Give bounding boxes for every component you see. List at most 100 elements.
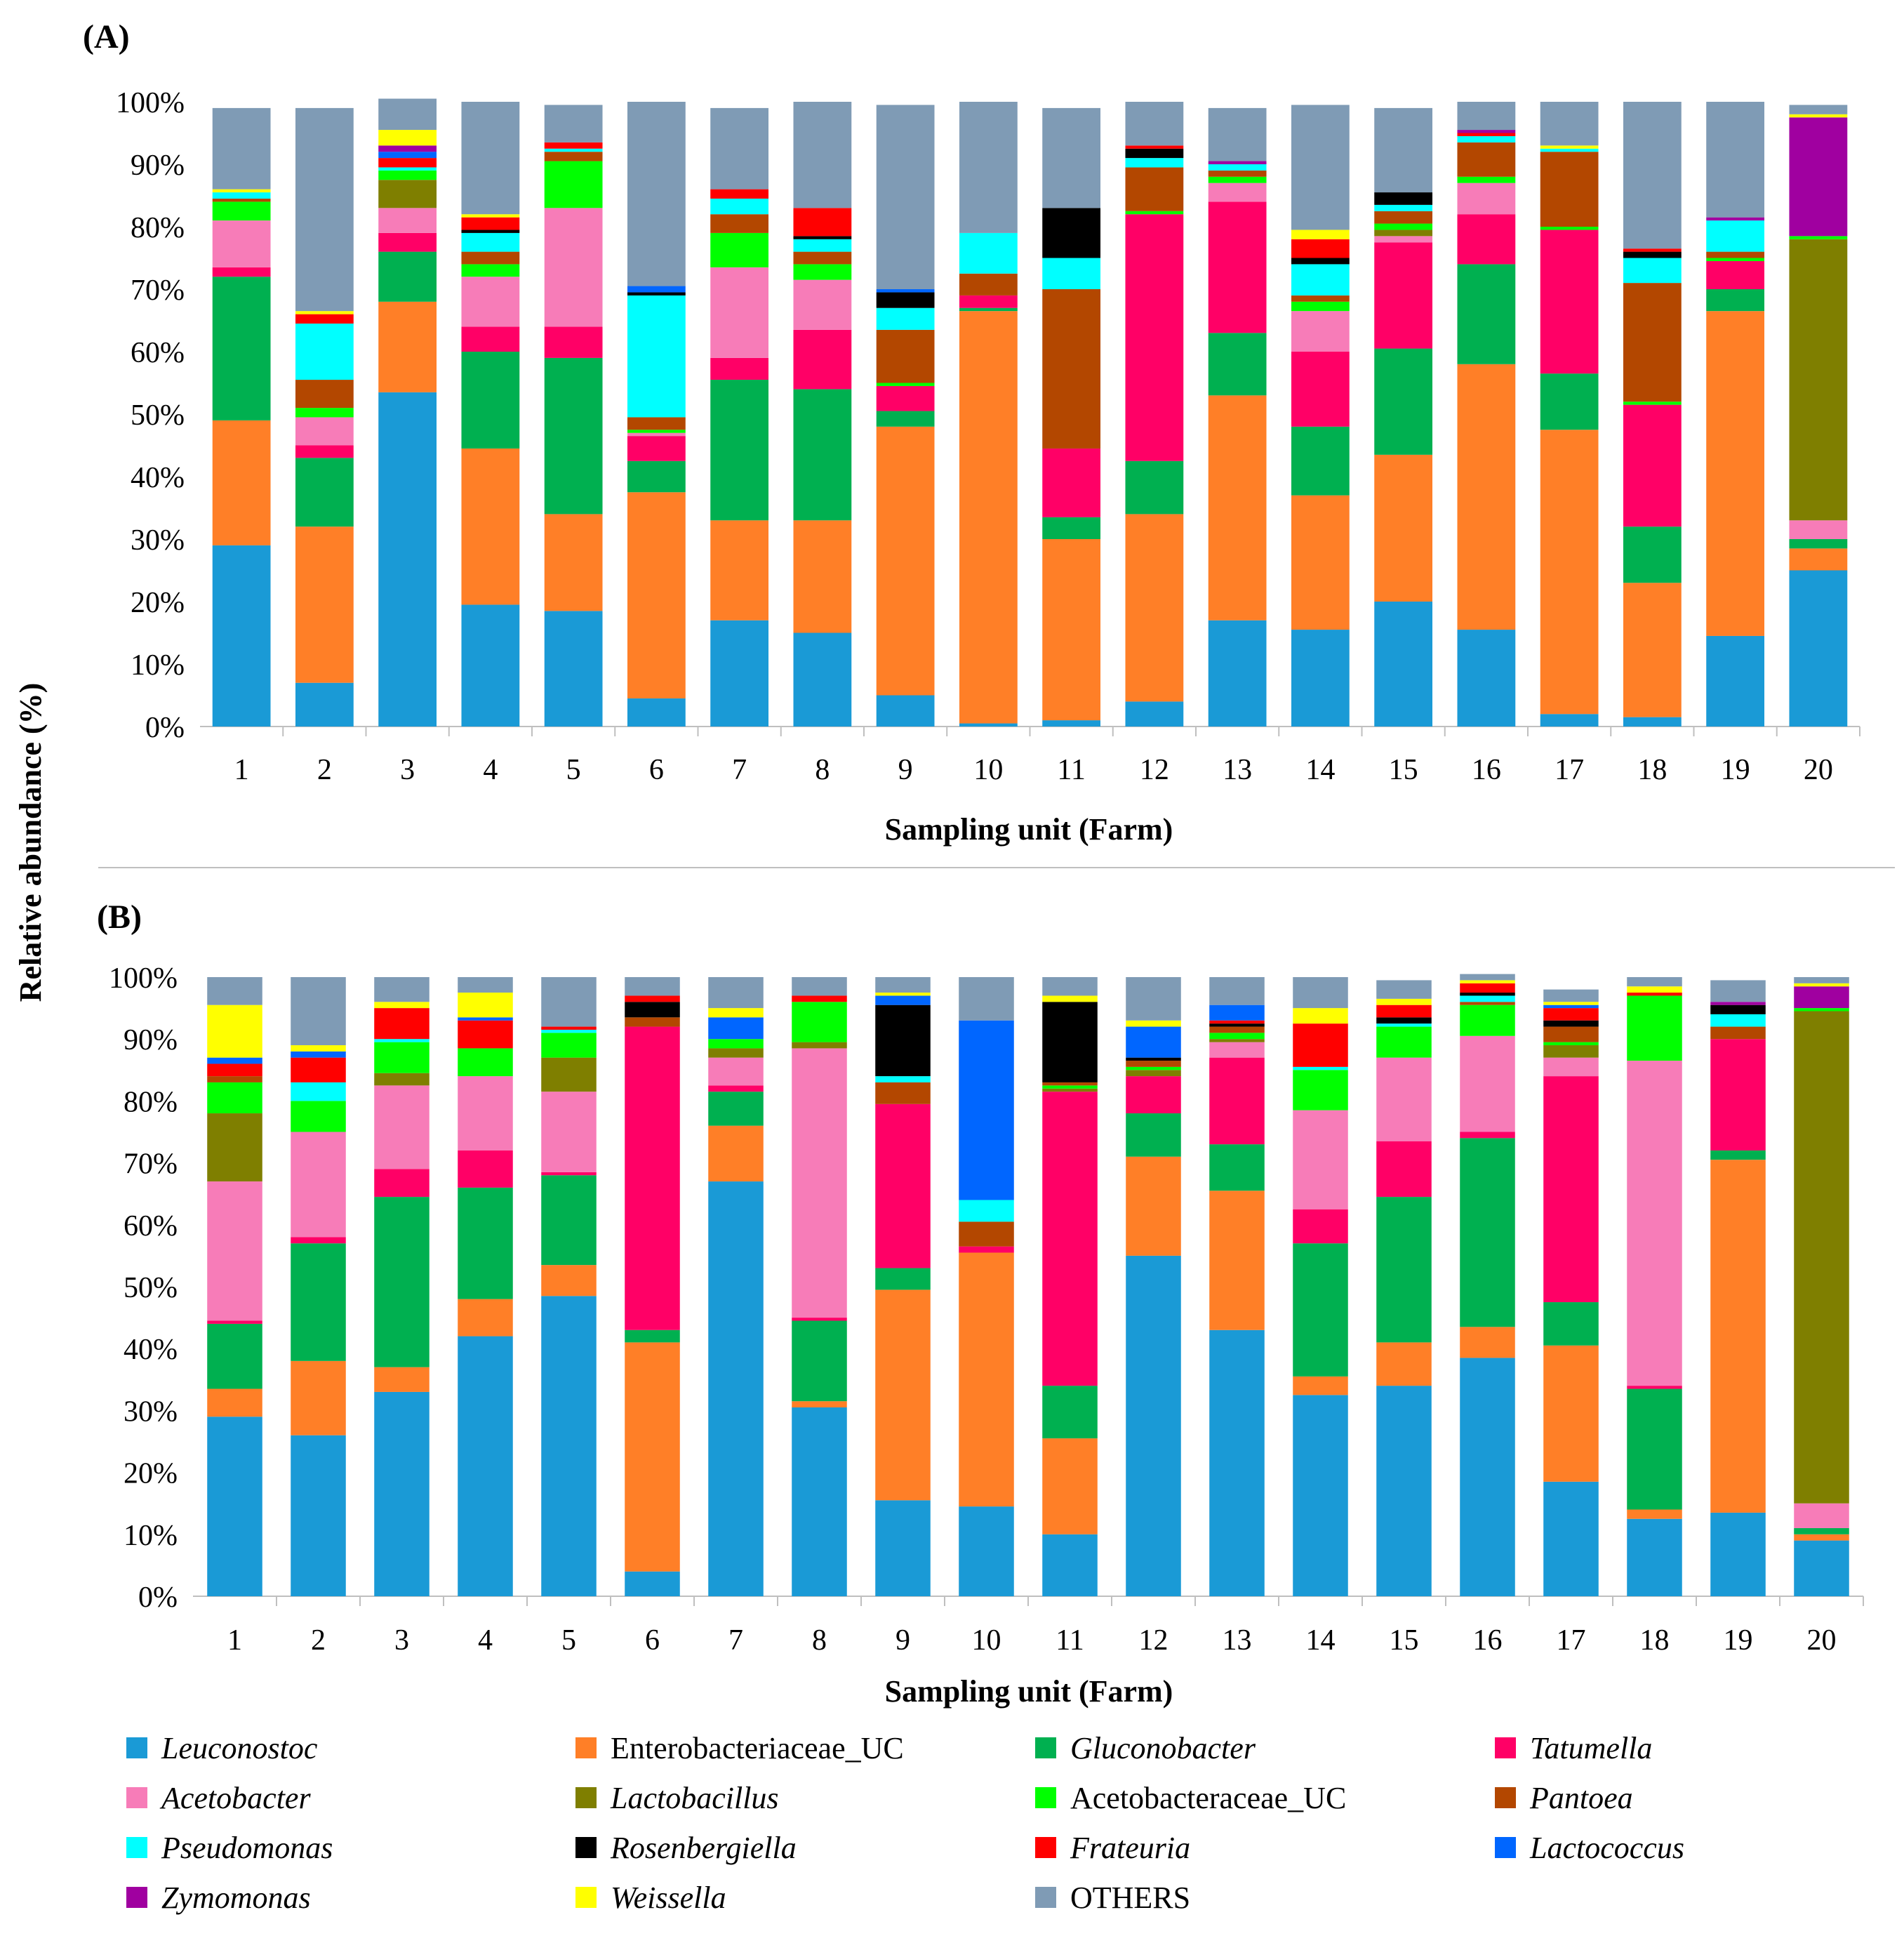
panel-a-segment-enterobacteriaceae-uc-farm-9: [876, 426, 935, 696]
panel-b-segment-leuconostoc-farm-13: [1209, 1329, 1265, 1596]
panel-a-bar-farm-18: [1623, 102, 1682, 727]
panel-b-bar-farm-20: [1794, 977, 1849, 1596]
panel-a-segment-gluconobacter-farm-14: [1291, 426, 1350, 496]
panel-b-segment-enterobacteriaceae-uc-farm-20: [1794, 1534, 1849, 1541]
panel-b-x-tick-label: 2: [311, 1624, 326, 1657]
panel-a-segment-pantoea-farm-18: [1623, 283, 1682, 402]
panel-a-segment-gluconobacter-farm-20: [1789, 539, 1848, 549]
panel-a-bar-farm-14: [1291, 105, 1350, 727]
panel-a-segment-leuconostoc-farm-14: [1291, 630, 1350, 727]
panel-b-segment-enterobacteriaceae-uc-farm-11: [1042, 1438, 1098, 1534]
panel-a-segment-acetobacteraceae-uc-farm-1: [212, 201, 271, 221]
panel-b-segment-tatumella-farm-1: [207, 1320, 262, 1324]
panel-b-segment-others-farm-1: [207, 977, 262, 1005]
panel-b-segment-tatumella-farm-2: [291, 1237, 346, 1244]
panel-a-segment-tatumella-farm-15: [1374, 242, 1433, 349]
legend-swatch: [1035, 1737, 1056, 1758]
panel-a-segment-pantoea-farm-11: [1042, 289, 1101, 449]
panel-a-bar-farm-12: [1125, 102, 1184, 727]
panel-b-x-tick-label: 11: [1056, 1624, 1084, 1657]
panel-a-segment-others-farm-16: [1457, 102, 1516, 131]
panel-a-segment-pseudomonas-farm-15: [1374, 204, 1433, 211]
panel-a-segment-leuconostoc-farm-6: [627, 698, 686, 727]
panel-a-segment-zymomonas-farm-3: [378, 145, 437, 152]
panel-a-segment-gluconobacter-farm-4: [461, 352, 520, 449]
panel-b-segment-gluconobacter-farm-19: [1710, 1150, 1766, 1160]
panel-b-segment-tatumella-farm-16: [1460, 1132, 1515, 1139]
legend-item-weissella: Weissella: [575, 1876, 726, 1918]
panel-b-segment-leuconostoc-farm-12: [1126, 1255, 1181, 1596]
panel-a-segment-leuconostoc-farm-16: [1457, 630, 1516, 727]
panel-a-x-tick-label: 17: [1555, 754, 1584, 786]
panel-a-segment-rosenbergiella-farm-8: [793, 236, 852, 239]
panel-a-segment-acetobacter-farm-6: [627, 432, 686, 437]
panel-b-segment-rosenbergiella-farm-17: [1543, 1020, 1599, 1027]
panel-b-segment-leuconostoc-farm-15: [1376, 1386, 1432, 1596]
panel-b-segment-others-farm-17: [1543, 989, 1599, 1002]
panel-b-segment-rosenbergiella-farm-15: [1376, 1017, 1432, 1024]
panel-b-segment-acetobacter-farm-14: [1293, 1110, 1348, 1209]
legend-item-acetobacter: Acetobacter: [126, 1777, 311, 1819]
panel-a-y-tick-label: 70%: [131, 274, 185, 307]
panel-b-bar-farm-13: [1209, 977, 1265, 1596]
legend-item-others: OTHERS: [1035, 1876, 1190, 1918]
panel-a-bar-farm-16: [1457, 102, 1516, 727]
panel-b-segment-lactococcus-farm-17: [1543, 1004, 1599, 1009]
panel-a-y-tick-label: 40%: [131, 462, 185, 494]
panel-b-segment-enterobacteriaceae-uc-farm-17: [1543, 1345, 1599, 1482]
panel-b-segment-acetobacter-farm-5: [541, 1092, 597, 1172]
panel-a-x-tick-label: 4: [483, 754, 498, 786]
legend-label: Weissella: [611, 1880, 726, 1915]
panel-b-x-tick-label: 4: [478, 1624, 493, 1657]
legend-swatch: [1035, 1887, 1056, 1908]
panel-b-segment-lactococcus-farm-4: [458, 1017, 513, 1021]
panel-a-segment-acetobacteraceae-uc-farm-19: [1706, 258, 1765, 261]
panel-b-segment-acetobacteraceae-uc-farm-16: [1460, 1004, 1515, 1036]
panel-b-x-axis-title: Sampling unit (Farm): [885, 1674, 1173, 1709]
panel-b-segment-acetobacter-farm-17: [1543, 1057, 1599, 1077]
panel-b-segment-rosenbergiella-farm-19: [1710, 1004, 1766, 1014]
panel-a-segment-acetobacter-farm-4: [461, 277, 520, 327]
panel-b-segment-pantoea-farm-1: [207, 1076, 262, 1082]
panel-a-segment-gluconobacter-farm-18: [1623, 526, 1682, 583]
panel-a-segment-tatumella-farm-14: [1291, 352, 1350, 427]
legend-item-tatumella: Tatumella: [1495, 1727, 1652, 1769]
panel-b-segment-acetobacter-farm-16: [1460, 1035, 1515, 1132]
legend-swatch: [1495, 1837, 1516, 1858]
panel-b-segment-others-farm-18: [1627, 977, 1682, 987]
panel-a-segment-zymomonas-farm-13: [1208, 161, 1267, 164]
panel-a-segment-tatumella-farm-16: [1457, 214, 1516, 265]
panel-a-segment-tatumella-farm-12: [1125, 214, 1184, 461]
panel-b-x-tick-label: 10: [972, 1624, 1001, 1657]
panel-b-segment-pantoea-farm-9: [875, 1082, 931, 1104]
panel-a-segment-others-farm-2: [295, 107, 354, 312]
panel-a-segment-lactobacillus-farm-15: [1374, 230, 1433, 237]
panel-b-segment-weissella-farm-17: [1543, 1002, 1599, 1005]
panel-b-x-tick-label: 12: [1139, 1624, 1169, 1657]
panel-b-x-tick-label: 13: [1223, 1624, 1252, 1657]
panel-a-segment-acetobacteraceae-uc-farm-9: [876, 383, 935, 386]
panel-b-segment-pseudomonas-farm-16: [1460, 995, 1515, 1002]
legend-label: Acetobacter: [161, 1780, 311, 1815]
panel-b-segment-leuconostoc-farm-7: [708, 1181, 764, 1596]
panel-a-y-tick-label: 10%: [131, 649, 185, 682]
panel-a-bar-farm-9: [876, 105, 935, 727]
panel-b-segment-lactobacillus-farm-8: [792, 1042, 847, 1049]
panel-b-y-tick-label: 60%: [124, 1210, 178, 1242]
panel-a-segment-acetobacteraceae-uc-farm-20: [1789, 236, 1848, 239]
panel-b-segment-leuconostoc-farm-14: [1293, 1395, 1348, 1596]
panel-b-segment-tatumella-farm-13: [1209, 1057, 1265, 1145]
panel-a-segment-pseudomonas-farm-1: [212, 192, 271, 199]
panel-a-bar-farm-3: [378, 98, 437, 727]
panel-a-segment-leuconostoc-farm-7: [710, 620, 769, 727]
panel-b-bar-farm-17: [1543, 989, 1599, 1596]
panel-a-segment-enterobacteriaceae-uc-farm-11: [1042, 539, 1101, 721]
panel-a-segment-pseudomonas-farm-17: [1540, 148, 1599, 152]
panel-a-segment-others-farm-11: [1042, 107, 1101, 208]
panel-b-segment-others-farm-15: [1376, 980, 1432, 999]
panel-a-segment-frateuria-farm-3: [378, 158, 437, 168]
panel-a-segment-others-farm-10: [959, 102, 1018, 233]
panel-a-x-tick-label: 6: [649, 754, 664, 786]
legend-swatch: [1035, 1837, 1056, 1858]
panel-a-segment-acetobacteraceae-uc-farm-4: [461, 264, 520, 277]
